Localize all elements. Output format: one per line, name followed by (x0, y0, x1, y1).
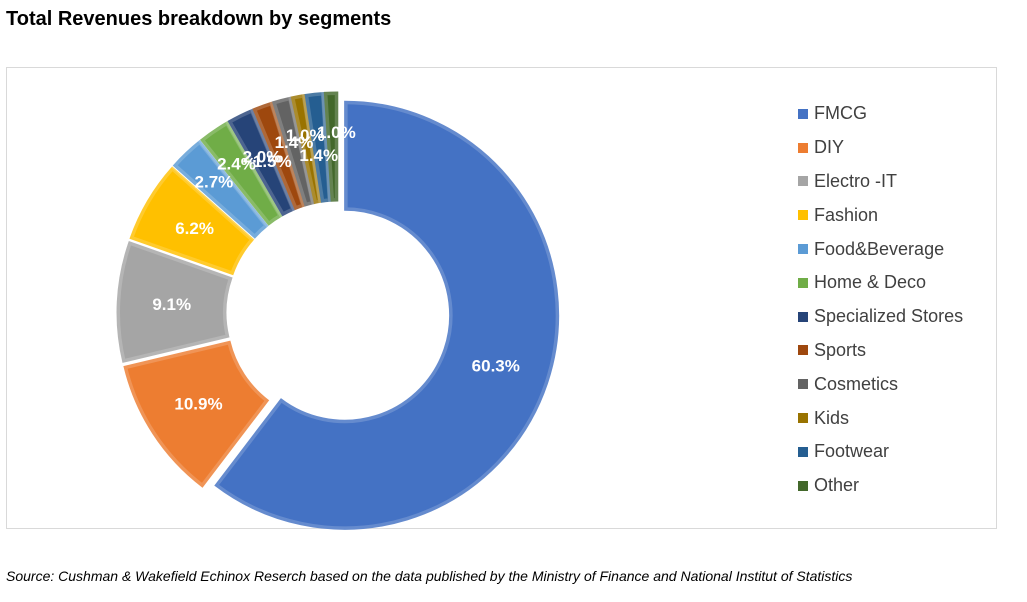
slice-rim-other (321, 89, 341, 205)
slice-food-beverage (172, 139, 269, 239)
legend-swatch-icon (798, 446, 808, 457)
legend-swatch-icon (798, 176, 808, 187)
data-label-footwear: 1.4% (299, 146, 338, 165)
legend-swatch-icon (798, 345, 808, 356)
data-label-specialized-stores: 2.0% (243, 148, 282, 167)
slice-rim-food-beverage (170, 137, 271, 242)
legend-swatch-icon (798, 311, 808, 322)
legend-item-home-deco: Home & Deco (798, 266, 963, 300)
source-note: Source: Cushman & Wakefield Echinox Rese… (6, 568, 853, 584)
slice-fashion (129, 166, 255, 276)
slice-kids (290, 93, 322, 205)
slice-rim-specialized-stores (225, 106, 298, 219)
legend-label: Sports (814, 339, 867, 360)
slice-rim-home-deco (197, 118, 285, 229)
slice-electro-it (116, 241, 233, 363)
legend-label: Other (814, 475, 860, 496)
slice-footwear (304, 91, 332, 203)
legend-label: Fashion (814, 204, 879, 225)
data-label-sports: 1.5% (253, 152, 292, 171)
legend-item-footwear: Footwear (798, 435, 963, 469)
data-label-kids: 1.0% (286, 126, 325, 145)
legend-swatch-icon (798, 480, 808, 491)
legend-swatch-icon (798, 277, 808, 288)
legend-item-cosmetics: Cosmetics (798, 367, 963, 401)
slice-fmcg (214, 100, 560, 530)
legend-label: Specialized Stores (814, 306, 964, 327)
legend-item-sports: Sports (798, 334, 963, 368)
legend-label: Footwear (814, 441, 890, 462)
legend-label: Cosmetics (814, 373, 899, 394)
slice-sports (252, 101, 306, 211)
data-label-diy: 10.9% (174, 394, 222, 413)
data-label-fmcg: 60.3% (472, 357, 520, 376)
legend-label: DIY (814, 137, 845, 158)
legend-item-fmcg: FMCG (798, 97, 963, 131)
legend-item-kids: Kids (798, 401, 963, 435)
legend-label: Food&Beverage (814, 238, 945, 259)
legend-item-electro-it: Electro -IT (798, 165, 963, 199)
legend-swatch-icon (798, 379, 808, 390)
legend-label: FMCG (814, 103, 867, 124)
slice-other (323, 91, 339, 202)
page-title: Total Revenues breakdown by segments (6, 8, 392, 30)
slice-specialized-stores (227, 108, 296, 217)
data-label-other: 1.0% (317, 123, 356, 142)
slice-rim-fmcg (211, 98, 562, 533)
legend-label: Kids (814, 407, 850, 428)
slice-rim-footwear (302, 89, 334, 206)
legend-swatch-icon (798, 244, 808, 255)
legend-item-diy: DIY (798, 131, 963, 165)
data-label-cosmetics: 1.4% (275, 133, 314, 152)
slice-rim-electro-it (114, 238, 235, 366)
slice-cosmetics (271, 96, 315, 207)
data-label-electro-it: 9.1% (152, 295, 191, 314)
slice-rim-diy (120, 338, 272, 491)
data-label-home-deco: 2.4% (217, 154, 256, 173)
chart-legend: FMCG DIY Electro -IT Fashion Food&Beverage Ho… (798, 97, 963, 503)
legend-label: Electro -IT (814, 170, 898, 191)
slice-rim-cosmetics (269, 94, 317, 209)
legend-item-specialized-stores: Specialized Stores (798, 300, 963, 334)
slice-rim-kids (288, 91, 324, 207)
slice-rim-fashion (127, 164, 257, 278)
legend-item-food-beverage: Food&Beverage (798, 232, 963, 266)
legend-swatch-icon (798, 108, 808, 119)
labels-layer: 60.3%10.9%9.1%6.2%2.7%2.4%2.0%1.5%1.4%1.… (152, 123, 520, 413)
slice-rim-sports (250, 99, 308, 213)
data-label-fashion: 6.2% (175, 219, 214, 238)
legend-swatch-icon (798, 413, 808, 424)
slices-layer (114, 89, 562, 533)
legend-swatch-icon (798, 210, 808, 221)
data-label-food-beverage: 2.7% (195, 172, 234, 191)
legend-label: Home & Deco (814, 272, 927, 293)
slice-diy (123, 340, 270, 488)
slice-home-deco (199, 121, 283, 226)
legend-item-fashion: Fashion (798, 198, 963, 232)
legend-swatch-icon (798, 142, 808, 153)
legend-item-other: Other (798, 469, 963, 503)
